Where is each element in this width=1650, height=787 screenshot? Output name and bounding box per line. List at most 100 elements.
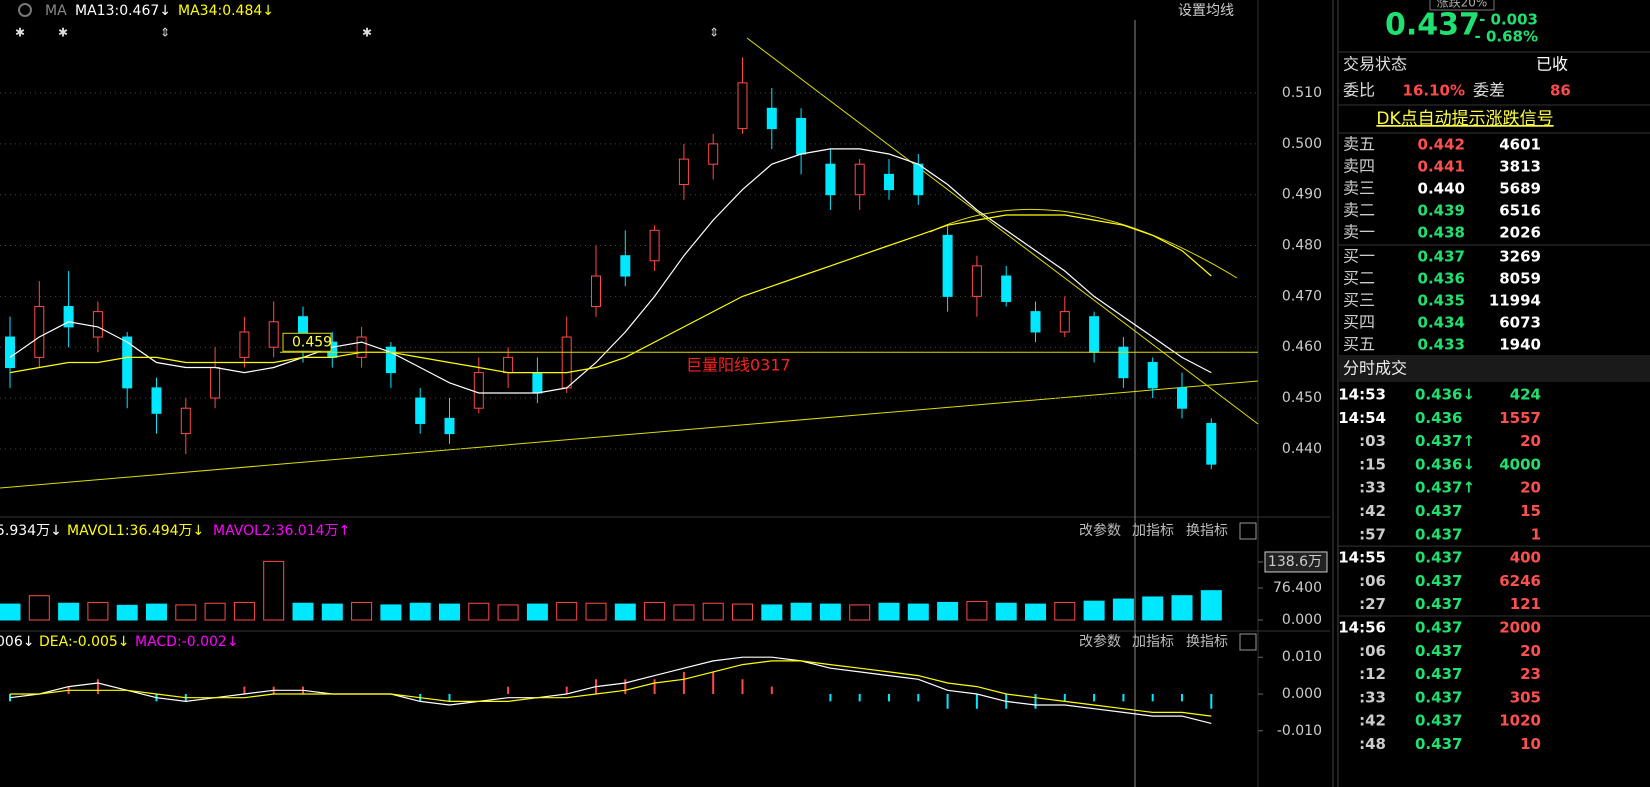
trade-price: 0.437↑ xyxy=(1415,479,1475,497)
status-label: 交易状态 xyxy=(1343,55,1407,74)
trade-price: 0.437 xyxy=(1415,502,1462,520)
trade-volume: 1 xyxy=(1531,525,1541,543)
trade-volume: 4000 xyxy=(1499,455,1541,473)
candle-body xyxy=(239,331,250,358)
book-volume: 6073 xyxy=(1499,314,1541,332)
candle-body xyxy=(210,367,221,399)
candle-body xyxy=(151,387,162,414)
trade-time: :06 xyxy=(1359,642,1386,660)
trade-volume: 2000 xyxy=(1499,619,1541,637)
star: ✱ xyxy=(362,26,372,40)
book-volume: 5689 xyxy=(1499,180,1541,198)
volume-bar xyxy=(673,604,695,621)
volume-bar xyxy=(995,602,1017,621)
volume-bar xyxy=(526,603,548,621)
book-label: 买一 xyxy=(1343,247,1375,266)
star: ✱ xyxy=(58,26,68,40)
volume-bar xyxy=(1171,595,1193,621)
candle-body xyxy=(415,397,426,424)
legend-entry: MA13:0.467↓ xyxy=(75,3,171,19)
ma-line xyxy=(9,148,1212,394)
y-tick-label: 0.000 xyxy=(1282,686,1322,702)
candle-body xyxy=(1030,311,1041,333)
star: ✱ xyxy=(15,26,25,40)
candle-body xyxy=(122,336,133,389)
volume-bar xyxy=(790,602,812,621)
book-label: 买三 xyxy=(1343,291,1375,310)
trade-volume: 1557 xyxy=(1499,409,1541,427)
candle-body xyxy=(34,306,45,358)
y-tick-label: -0.010 xyxy=(1277,723,1322,739)
candle-body xyxy=(1147,361,1158,389)
panel-button[interactable]: 换指标 xyxy=(1186,633,1228,650)
book-price: 0.437 xyxy=(1418,248,1465,266)
ma-line xyxy=(9,214,1212,374)
panel-button[interactable]: 改参数 xyxy=(1079,522,1121,539)
y-tick-label: 0.470 xyxy=(1282,288,1322,304)
book-label: 买二 xyxy=(1343,269,1375,288)
close-button[interactable] xyxy=(1239,633,1257,651)
candle-body xyxy=(854,163,865,196)
candle-body xyxy=(913,163,924,196)
y-tick-label: 0.490 xyxy=(1282,187,1322,203)
section-bar xyxy=(1338,356,1650,382)
book-volume: 11994 xyxy=(1489,292,1541,310)
trade-time: :12 xyxy=(1359,665,1386,683)
trade-volume: 305 xyxy=(1510,688,1541,706)
book-label: 卖二 xyxy=(1343,201,1375,220)
book-price: 0.435 xyxy=(1418,292,1465,310)
candle-body xyxy=(561,336,572,389)
y-tick-label: 0.440 xyxy=(1282,441,1322,457)
trade-time: :57 xyxy=(1359,525,1386,543)
legend-entry: DEA:-0.005↓ xyxy=(39,634,130,650)
volume-bar xyxy=(204,602,226,621)
candle-body xyxy=(532,372,543,394)
volume-bar xyxy=(0,603,21,621)
volume-bar xyxy=(263,560,285,621)
trade-volume: 10 xyxy=(1520,735,1541,753)
y-tick-label: 0.000 xyxy=(1282,612,1322,628)
trade-volume: 424 xyxy=(1510,386,1541,404)
volume-bar xyxy=(1112,598,1134,621)
volume-bar xyxy=(497,604,519,621)
candle-body xyxy=(180,407,191,435)
volume-bar xyxy=(937,601,959,621)
candle-body xyxy=(1177,387,1187,409)
legend-entry: MA34:0.484↓ xyxy=(178,3,274,19)
trade-time: :03 xyxy=(1359,432,1386,450)
candle-body xyxy=(1206,422,1217,465)
close-button[interactable] xyxy=(1239,522,1257,540)
signal-title[interactable]: DK点自动提示涨跌信号 xyxy=(1376,109,1553,129)
candle-body xyxy=(385,346,396,374)
candle-body xyxy=(649,229,660,262)
volume-bar xyxy=(233,601,255,621)
book-label: 买四 xyxy=(1343,313,1375,332)
volume-bar xyxy=(966,601,988,621)
candle-body xyxy=(971,265,982,297)
candle-body xyxy=(63,306,74,328)
volume-bar xyxy=(1054,601,1076,621)
gear-icon[interactable] xyxy=(18,3,32,17)
y-tick-label: 138.6万 xyxy=(1268,554,1322,570)
candle-body xyxy=(1089,316,1100,353)
volume-bar xyxy=(878,602,900,621)
book-price: 0.434 xyxy=(1418,314,1465,332)
panel-button[interactable]: 加指标 xyxy=(1132,634,1174,650)
trade-time: :27 xyxy=(1359,595,1386,613)
status-value: 已收 xyxy=(1536,55,1568,74)
volume-bar xyxy=(175,604,197,621)
volume-bar xyxy=(409,602,431,621)
trade-volume: 1020 xyxy=(1499,712,1541,730)
diff-label: 委差 xyxy=(1473,81,1505,100)
candle-body xyxy=(766,107,777,130)
panel-button[interactable]: 加指标 xyxy=(1132,523,1174,539)
legend-entry: MAVOL2:36.014万↑ xyxy=(213,523,350,539)
book-label: 买五 xyxy=(1343,335,1375,354)
ratio: 16.10% xyxy=(1403,82,1465,100)
settings-button[interactable]: 设置均线 xyxy=(1178,3,1234,19)
panel-button[interactable]: 改参数 xyxy=(1079,633,1121,650)
last-price: 0.437 xyxy=(1385,8,1480,43)
book-price: 0.441 xyxy=(1418,158,1465,176)
trade-time: :33 xyxy=(1359,479,1386,497)
panel-button[interactable]: 换指标 xyxy=(1186,522,1228,539)
